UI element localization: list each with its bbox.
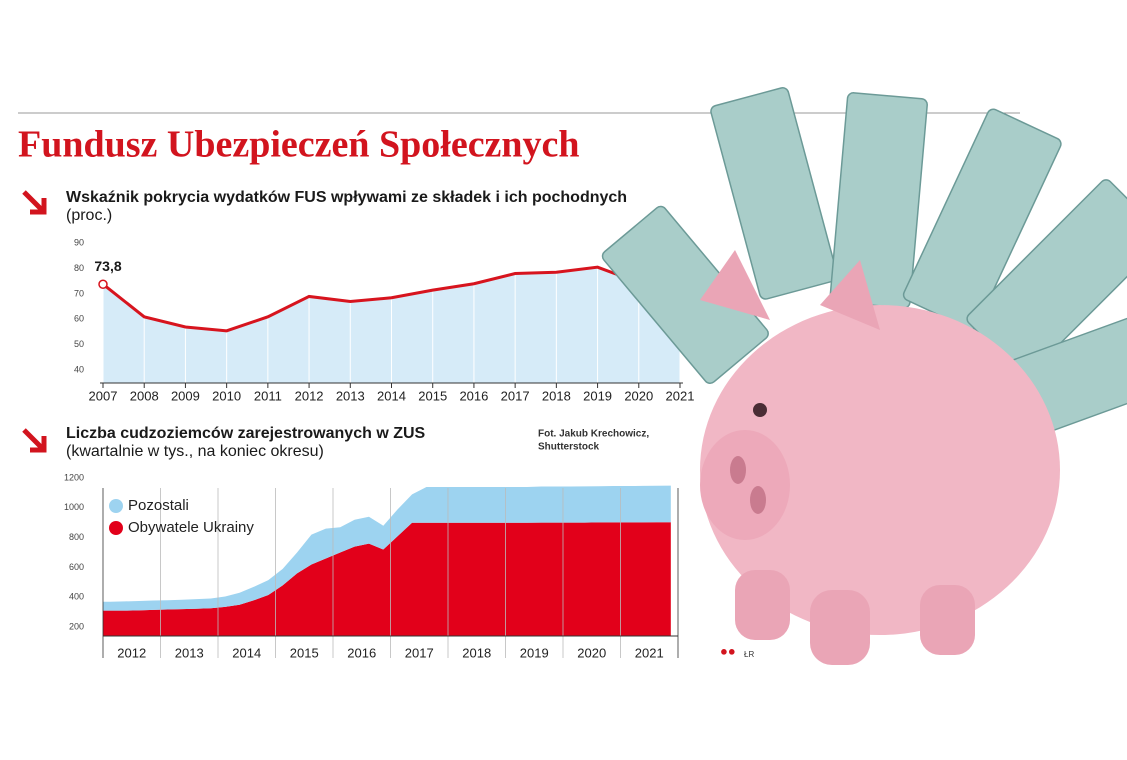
x-tick-label: 2020 bbox=[624, 388, 653, 403]
pig-leg bbox=[735, 570, 790, 640]
y-tick-label: 200 bbox=[69, 621, 84, 631]
chart-subtitle: (proc.) bbox=[66, 207, 112, 224]
x-tick-label: 2013 bbox=[336, 388, 365, 403]
y-tick-label: 70 bbox=[74, 288, 84, 298]
pig-snout bbox=[700, 430, 790, 540]
y-tick-label: 600 bbox=[69, 562, 84, 572]
pig-body bbox=[700, 305, 1060, 635]
x-tick-label: 2008 bbox=[130, 388, 159, 403]
piggy-bank-photo bbox=[601, 87, 1127, 665]
x-tick-label: 2021 bbox=[635, 645, 664, 660]
photo-credit: Shutterstock bbox=[538, 442, 600, 453]
area bbox=[103, 522, 671, 636]
area bbox=[103, 485, 671, 611]
pig-nostril bbox=[730, 456, 746, 484]
pig-ear bbox=[700, 250, 770, 320]
pig-leg bbox=[920, 585, 975, 655]
chart-subtitle: (kwartalnie w tys., na koniec okresu) bbox=[66, 443, 324, 460]
x-tick-label: 2018 bbox=[462, 645, 491, 660]
y-tick-label: 50 bbox=[74, 339, 84, 349]
signature: ŁR bbox=[744, 650, 754, 659]
y-tick-label: 800 bbox=[69, 532, 84, 542]
x-tick-label: 2010 bbox=[212, 388, 241, 403]
x-tick-label: 2013 bbox=[175, 645, 204, 660]
y-tick-label: 40 bbox=[74, 365, 84, 375]
x-tick-label: 2020 bbox=[577, 645, 606, 660]
legend-label: Obywatele Ukrainy bbox=[128, 519, 254, 536]
y-tick-label: 90 bbox=[74, 237, 84, 247]
photo-credit: Fot. Jakub Krechowicz, bbox=[538, 429, 649, 440]
x-tick-label: 2012 bbox=[295, 388, 324, 403]
x-tick-label: 2017 bbox=[405, 645, 434, 660]
x-tick-label: 2015 bbox=[290, 645, 319, 660]
x-tick-label: 2016 bbox=[347, 645, 376, 660]
y-tick-label: 1000 bbox=[64, 502, 84, 512]
legend-swatch bbox=[109, 499, 123, 513]
arrow-icon bbox=[22, 428, 47, 453]
value-label: 73,8 bbox=[94, 258, 121, 274]
x-tick-label: 2014 bbox=[232, 645, 261, 660]
x-tick-label: 2007 bbox=[89, 388, 118, 403]
pig-eye bbox=[753, 403, 767, 417]
pig-ear bbox=[820, 260, 880, 330]
x-tick-label: 2019 bbox=[520, 645, 549, 660]
line bbox=[102, 262, 681, 333]
x-tick-label: 2015 bbox=[418, 388, 447, 403]
pig-leg bbox=[810, 590, 870, 665]
x-tick-label: 2017 bbox=[501, 388, 530, 403]
banknotes bbox=[601, 87, 1127, 441]
y-tick-label: 1200 bbox=[64, 472, 84, 482]
legend-label: Pozostali bbox=[128, 497, 189, 514]
y-tick-label: 400 bbox=[69, 592, 84, 602]
x-tick-label: 2021 bbox=[666, 388, 695, 403]
arrow-icon bbox=[22, 190, 47, 215]
y-tick-label: 80 bbox=[74, 263, 84, 273]
chart-title: Wskaźnik pokrycia wydatków FUS wpływami … bbox=[66, 189, 627, 206]
marker bbox=[98, 279, 108, 289]
logo: ●● bbox=[720, 643, 736, 658]
x-tick-label: 2016 bbox=[459, 388, 488, 403]
main-title: Fundusz Ubezpieczeń Społecznych bbox=[18, 124, 580, 166]
x-tick-label: 2018 bbox=[542, 388, 571, 403]
pig-nostril bbox=[750, 486, 766, 514]
legend-swatch bbox=[109, 521, 123, 535]
x-tick-label: 2009 bbox=[171, 388, 200, 403]
x-tick-label: 2019 bbox=[583, 388, 612, 403]
x-tick-label: 2014 bbox=[377, 388, 406, 403]
x-tick-label: 2012 bbox=[117, 645, 146, 660]
y-tick-label: 60 bbox=[74, 314, 84, 324]
x-tick-label: 2011 bbox=[254, 388, 282, 403]
chart-title: Liczba cudzoziemców zarejestrowanych w Z… bbox=[66, 425, 426, 442]
